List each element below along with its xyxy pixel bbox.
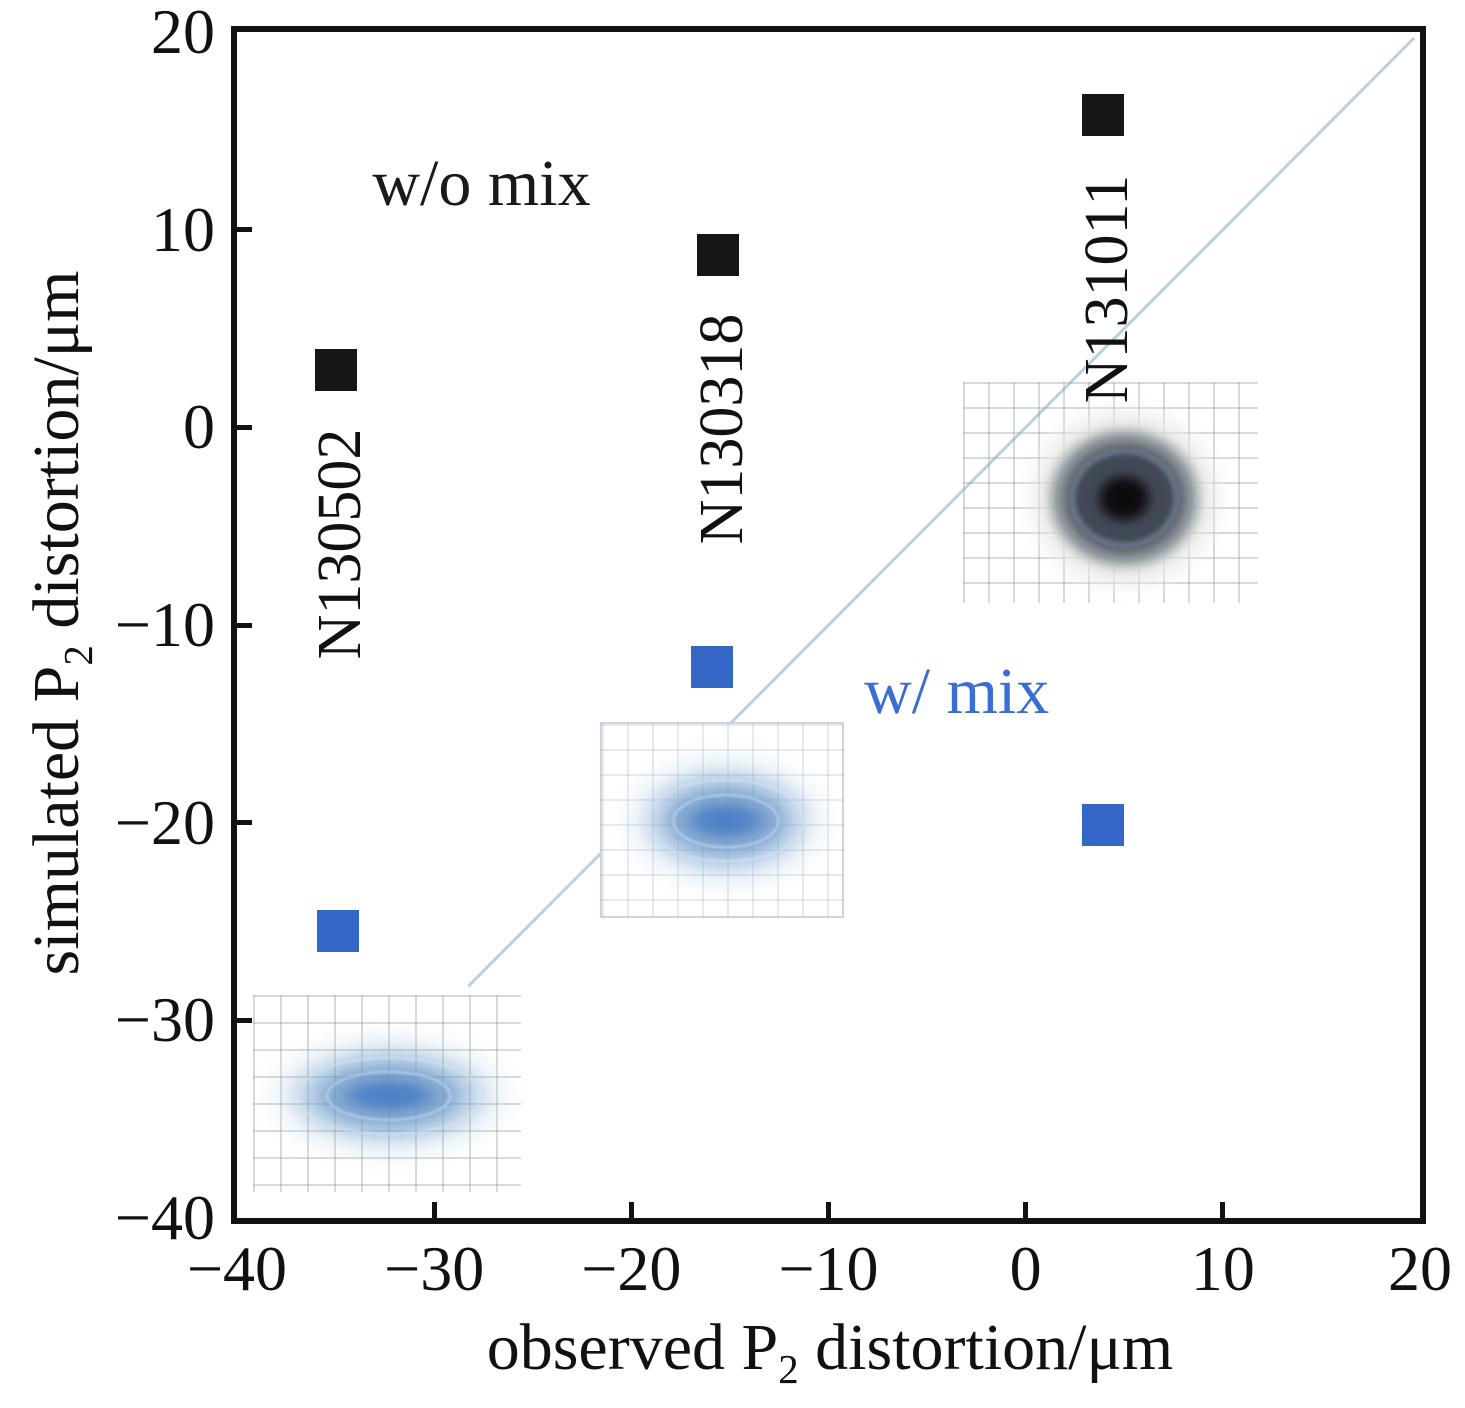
x-tick-mark xyxy=(1023,1202,1029,1218)
plot-area-border xyxy=(231,26,1426,1224)
density-blob-n130502 xyxy=(250,1018,527,1172)
x-axis-title-suffix: distortion/μm xyxy=(798,1311,1174,1384)
legend-wo-mix: w/o mix xyxy=(372,147,591,221)
x-tick-label: −40 xyxy=(186,1233,288,1304)
blob-core xyxy=(341,1078,436,1113)
data-point-square xyxy=(691,645,734,688)
blob-core xyxy=(686,802,766,839)
y-tick-mark xyxy=(237,227,252,233)
x-axis-title: observed P2 distortion/μm xyxy=(240,1310,1420,1390)
x-axis-title-subscript: 2 xyxy=(778,1347,799,1393)
x-tick-label: −20 xyxy=(581,1233,682,1304)
y-tick-mark xyxy=(237,622,252,628)
y-tick-label: −30 xyxy=(114,984,215,1056)
density-blob-n131011 xyxy=(1004,383,1245,614)
x-tick-label: 0 xyxy=(1009,1233,1042,1304)
data-point-square-n130502 xyxy=(314,349,357,391)
blob-contour-ring xyxy=(1069,448,1180,549)
y-tick-label: 0 xyxy=(183,391,215,463)
point-label: N131011 xyxy=(1072,174,1141,404)
x-tick-mark xyxy=(1220,1202,1226,1218)
y-tick-label: −10 xyxy=(114,589,215,660)
blob-contour-ring xyxy=(326,1070,452,1121)
data-point-square-n131011 xyxy=(1081,94,1124,137)
data-point-square xyxy=(316,910,359,953)
x-tick-mark xyxy=(431,1202,437,1218)
y-tick-mark xyxy=(237,820,252,826)
x-tick-mark xyxy=(826,1202,831,1218)
point-label: N130318 xyxy=(688,313,757,545)
x-tick-label: 20 xyxy=(1388,1233,1452,1304)
y-tick-mark xyxy=(237,1017,252,1023)
x-axis-title-prefix: observed P xyxy=(486,1311,779,1384)
x-tick-mark xyxy=(628,1202,634,1218)
y-tick-mark xyxy=(237,424,252,430)
legend-w-mix: w/ mix xyxy=(864,655,1050,729)
blob-contour-ring xyxy=(647,778,805,863)
y-tick-label: 10 xyxy=(151,193,215,265)
x-tick-label: 10 xyxy=(1190,1233,1255,1304)
x-tick-label: −10 xyxy=(778,1233,879,1304)
density-inset-n131011 xyxy=(962,381,1259,614)
point-label: N130502 xyxy=(305,428,374,660)
blob-core xyxy=(1092,471,1156,526)
blob-contour-ring xyxy=(672,793,780,848)
y-tick-label: −20 xyxy=(114,786,215,858)
blob-contour-ring xyxy=(1055,435,1194,562)
density-blob-n130318 xyxy=(609,738,843,904)
y-tick-label: −40 xyxy=(114,1182,215,1253)
data-point-square-n130318 xyxy=(697,234,740,277)
data-point-square xyxy=(1081,803,1124,846)
x-tick-label: −30 xyxy=(384,1233,485,1304)
blob-contour-ring xyxy=(295,1056,482,1135)
density-inset-n130318 xyxy=(599,721,845,918)
density-inset-n130502 xyxy=(250,994,527,1193)
y-tick-label: 20 xyxy=(151,0,215,67)
